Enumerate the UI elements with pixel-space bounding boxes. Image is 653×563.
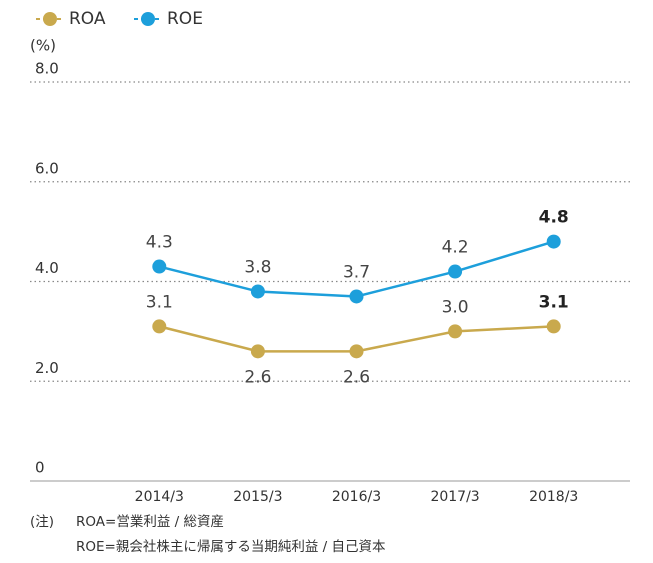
x-tick-label: 2017/3	[430, 489, 479, 505]
x-tick-label: 2015/3	[233, 489, 282, 505]
value-label: 4.2	[442, 238, 469, 258]
point	[448, 264, 463, 279]
value-label: 2.6	[343, 367, 370, 387]
note: ROE=親会社株主に帰属する当期純利益 / 自己資本	[76, 538, 386, 555]
x-tick-label: 2016/3	[332, 489, 381, 505]
value-label: 2.6	[244, 367, 271, 387]
point	[546, 234, 561, 249]
legend-label: ROA	[69, 9, 106, 29]
note-mark: (注)	[30, 514, 54, 530]
value-label: 3.0	[442, 297, 469, 317]
value-label: 4.3	[146, 233, 173, 253]
point	[250, 284, 265, 299]
point	[250, 344, 265, 359]
y-tick-label: 2.0	[35, 359, 59, 377]
legend-marker	[43, 12, 57, 26]
x-tick-label: 2014/3	[135, 489, 184, 505]
point	[448, 324, 463, 339]
value-label: 3.1	[146, 292, 173, 312]
point	[546, 319, 561, 334]
y-tick-label: 4.0	[35, 259, 59, 277]
value-label: 4.8	[539, 208, 569, 228]
point	[349, 344, 364, 359]
y-tick-label: 6.0	[35, 159, 59, 177]
value-label: 3.7	[343, 262, 370, 282]
y-unit: (%)	[30, 37, 56, 55]
point	[152, 319, 167, 334]
note: ROA=営業利益 / 総資産	[76, 514, 224, 530]
legend-label: ROE	[167, 9, 203, 29]
x-tick-label: 2018/3	[529, 489, 578, 505]
y-tick-label: 0	[35, 459, 45, 477]
point	[152, 259, 167, 274]
value-label: 3.1	[539, 292, 569, 312]
value-label: 3.8	[244, 257, 271, 277]
y-tick-label: 8.0	[35, 60, 59, 78]
legend-marker	[141, 12, 155, 26]
point	[349, 289, 364, 304]
